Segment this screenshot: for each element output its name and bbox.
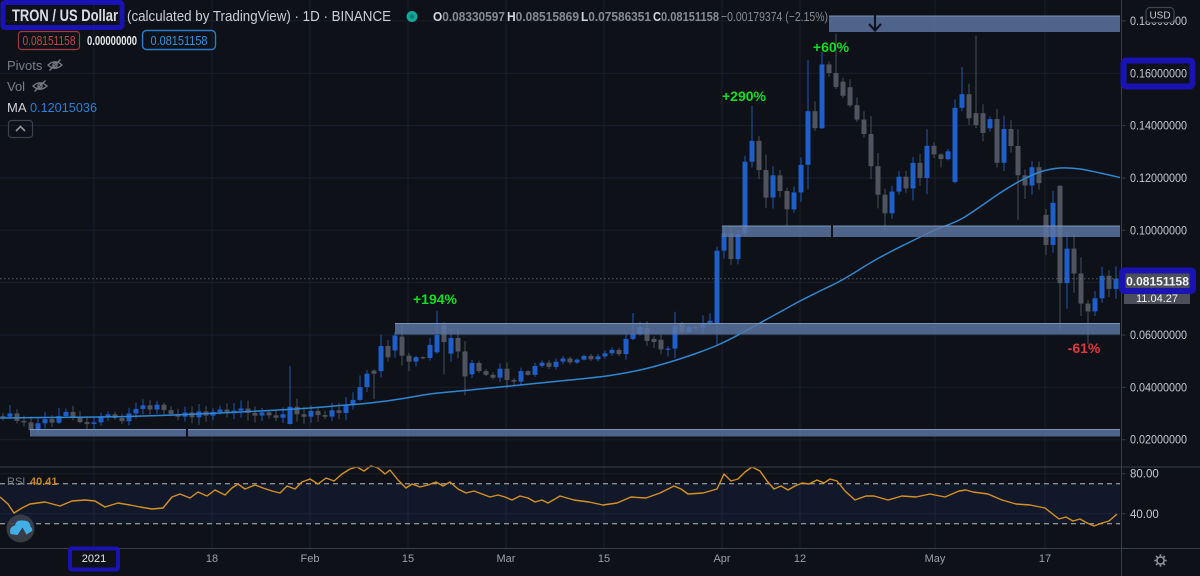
svg-text:TRON / US Dollar: TRON / US Dollar bbox=[12, 7, 118, 25]
svg-text:-61%: -61% bbox=[1068, 340, 1101, 356]
svg-text:15: 15 bbox=[402, 553, 414, 565]
svg-text:Apr: Apr bbox=[713, 553, 730, 565]
svg-text:0.08151158: 0.08151158 bbox=[1126, 275, 1189, 289]
svg-text:O0.08330597: O0.08330597 bbox=[433, 9, 505, 24]
svg-text:Vol: Vol bbox=[7, 79, 25, 94]
svg-text:15: 15 bbox=[598, 553, 610, 565]
svg-text:0.04000000: 0.04000000 bbox=[1130, 382, 1187, 394]
svg-text:L0.07586351: L0.07586351 bbox=[581, 9, 651, 24]
svg-text:May: May bbox=[925, 553, 946, 565]
svg-text:2021: 2021 bbox=[82, 553, 106, 565]
svg-text:0.12015036: 0.12015036 bbox=[30, 100, 97, 115]
svg-text:+60%: +60% bbox=[813, 39, 850, 55]
svg-text:+194%: +194% bbox=[413, 291, 458, 307]
svg-text:Feb: Feb bbox=[301, 553, 320, 565]
svg-text:−0.00179374 (−2.15%): −0.00179374 (−2.15%) bbox=[721, 9, 828, 24]
svg-text:12: 12 bbox=[794, 553, 806, 565]
svg-text:11.04.27: 11.04.27 bbox=[1136, 293, 1178, 305]
svg-text:USD: USD bbox=[1149, 11, 1170, 22]
svg-text:0.08151158: 0.08151158 bbox=[151, 33, 208, 48]
svg-text:C0.08151158: C0.08151158 bbox=[653, 9, 719, 24]
svg-text:Pivots: Pivots bbox=[7, 58, 43, 73]
svg-text:18: 18 bbox=[206, 553, 218, 565]
svg-text:0.12000000: 0.12000000 bbox=[1130, 173, 1187, 185]
svg-text:40.41: 40.41 bbox=[30, 476, 58, 488]
svg-text:0.14000000: 0.14000000 bbox=[1130, 121, 1187, 133]
svg-text:Mar: Mar bbox=[497, 553, 516, 565]
svg-text:(calculated by TradingView) ·: (calculated by TradingView) · 1D · BINAN… bbox=[127, 9, 391, 25]
svg-text:0.00000000: 0.00000000 bbox=[87, 33, 137, 48]
svg-text:H0.08515869: H0.08515869 bbox=[507, 9, 579, 24]
svg-text:0.10000000: 0.10000000 bbox=[1130, 225, 1187, 237]
svg-text:0.06000000: 0.06000000 bbox=[1130, 330, 1187, 342]
svg-text:17: 17 bbox=[1039, 553, 1051, 565]
svg-text:0.16000000: 0.16000000 bbox=[1130, 68, 1187, 80]
svg-text:0.08151158: 0.08151158 bbox=[23, 33, 76, 48]
svg-text:MA: MA bbox=[7, 100, 27, 115]
svg-text:80.00: 80.00 bbox=[1130, 469, 1159, 481]
svg-text:40.00: 40.00 bbox=[1130, 509, 1159, 521]
svg-text:+290%: +290% bbox=[722, 88, 767, 104]
svg-text:RSI: RSI bbox=[7, 476, 25, 488]
svg-text:0.02000000: 0.02000000 bbox=[1130, 435, 1187, 447]
